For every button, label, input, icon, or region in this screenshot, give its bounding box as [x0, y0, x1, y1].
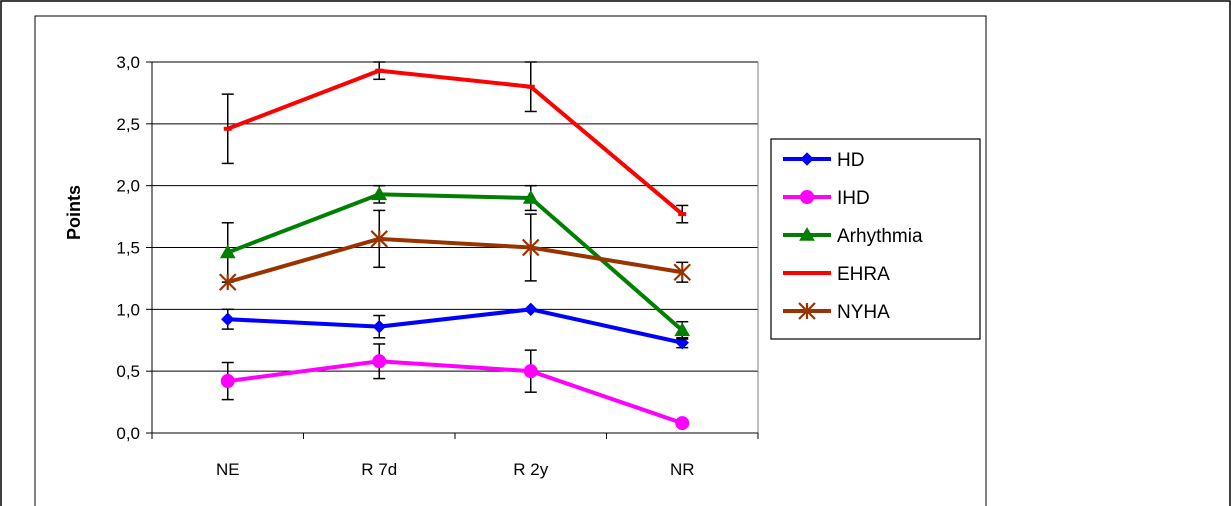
- legend: HD IHD Arhythmia EHRA NYHA: [771, 139, 980, 339]
- legend-label: EHRA: [837, 264, 890, 285]
- y-tick-label: 3,0: [116, 53, 140, 72]
- data-point: [373, 355, 386, 368]
- data-point: [221, 375, 234, 388]
- x-tick-label: R 2y: [513, 460, 548, 479]
- legend-label: IHD: [837, 188, 870, 209]
- legend-marker: [801, 191, 814, 204]
- y-tick-label: 2,0: [116, 177, 140, 196]
- x-tick-label: R 7d: [361, 460, 397, 479]
- legend-marker: [803, 271, 811, 275]
- data-point: [224, 127, 232, 131]
- data-point: [678, 212, 686, 216]
- y-tick-label: 0,5: [116, 362, 140, 381]
- data-point: [676, 417, 689, 430]
- legend-label: NYHA: [837, 302, 890, 323]
- legend-label: Arhythmia: [837, 226, 923, 247]
- y-axis-label: Points: [64, 185, 84, 240]
- y-tick-label: 1,5: [116, 239, 140, 258]
- y-tick-label: 1,0: [116, 300, 140, 319]
- data-point: [527, 85, 535, 89]
- data-point: [375, 69, 383, 73]
- x-tick-label: NR: [670, 460, 695, 479]
- x-tick-label: NE: [216, 460, 240, 479]
- legend-label: HD: [837, 150, 864, 171]
- y-tick-label: 0,0: [116, 424, 140, 443]
- data-point: [524, 365, 537, 378]
- y-tick-label: 2,5: [116, 115, 140, 134]
